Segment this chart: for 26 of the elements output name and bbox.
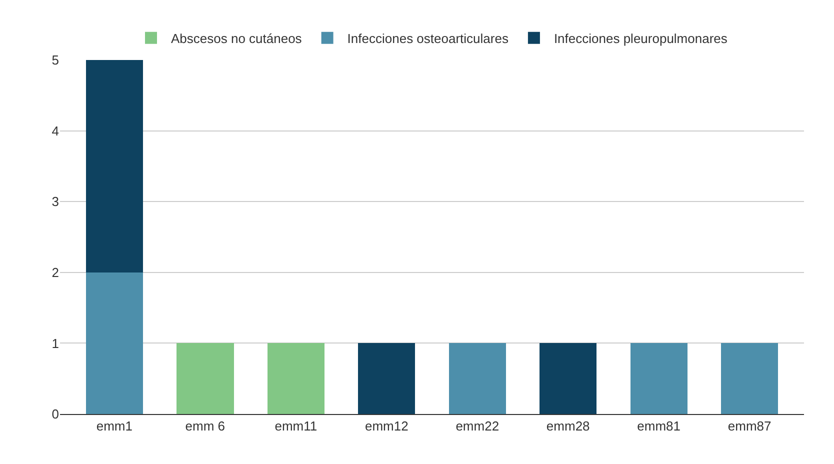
bar [86, 272, 144, 414]
legend-label: Infecciones pleuropulmonares [554, 30, 728, 46]
bar [86, 60, 144, 272]
y-tick-label: 2 [52, 264, 59, 280]
y-tick-label: 0 [52, 406, 59, 422]
x-tick-label: emm12 [364, 418, 408, 434]
y-tick-label: 5 [52, 52, 59, 68]
x-tick-label: emm22 [456, 418, 500, 434]
bar [176, 343, 234, 414]
y-tick-label: 1 [52, 336, 59, 351]
y-tick-label: 4 [52, 123, 59, 138]
y-tick-label: 3 [52, 194, 59, 210]
legend-label: Infecciones osteoarticulares [347, 30, 509, 46]
x-tick-label: emm1 [96, 418, 133, 434]
bar [540, 343, 597, 414]
bar [630, 343, 688, 414]
x-tick-label: emm87 [728, 418, 772, 434]
x-tick-label: emm28 [546, 418, 590, 434]
x-tick-label: emm11 [274, 418, 318, 434]
bar [358, 343, 416, 414]
legend-label: Abscesos no cutáneos [171, 30, 302, 46]
bar [720, 343, 778, 414]
bar [448, 343, 506, 414]
bar [267, 343, 324, 414]
x-tick-label: emm81 [637, 418, 681, 434]
x-tick-label: emm 6 [185, 418, 226, 434]
